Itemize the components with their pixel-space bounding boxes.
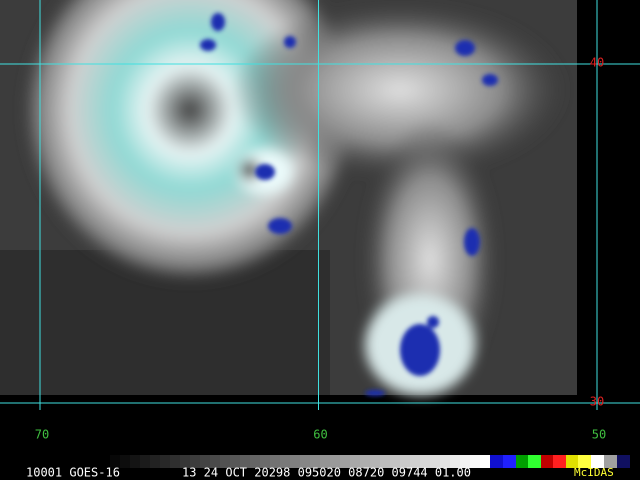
- color-step: [120, 455, 130, 468]
- color-step: [210, 455, 220, 468]
- color-step: [480, 455, 490, 468]
- color-step: [591, 455, 604, 468]
- color-step: [130, 455, 140, 468]
- color-step: [617, 455, 630, 468]
- timestamp-label: 13 24 OCT 20298 095020 08720 09744 01.00: [182, 466, 471, 480]
- longitude-label: 60: [313, 428, 327, 442]
- status-bar: 10001 GOES-16 13 24 OCT 20298 095020 087…: [26, 455, 630, 480]
- color-step: [390, 455, 400, 468]
- color-step: [503, 455, 516, 468]
- color-step: [553, 455, 566, 468]
- color-step: [300, 455, 310, 468]
- longitude-label: 70: [35, 428, 49, 442]
- color-step: [566, 455, 579, 468]
- color-step: [270, 455, 280, 468]
- brand-label: McIDAS: [574, 466, 614, 479]
- color-step: [578, 455, 591, 468]
- color-step: [450, 455, 460, 468]
- color-step: [150, 455, 160, 468]
- color-step: [280, 455, 290, 468]
- latitude-label: 40: [590, 56, 604, 70]
- color-step: [604, 455, 617, 468]
- color-step: [370, 455, 380, 468]
- color-step: [410, 455, 420, 468]
- color-step: [290, 455, 300, 468]
- color-step: [240, 455, 250, 468]
- color-step: [430, 455, 440, 468]
- color-step: [541, 455, 554, 468]
- color-step: [516, 455, 529, 468]
- station-label: 10001 GOES-16: [26, 466, 120, 480]
- color-step: [440, 455, 450, 468]
- color-step: [140, 455, 150, 468]
- latitude-label: 30: [590, 395, 604, 409]
- color-step: [230, 455, 240, 468]
- imagery: [0, 0, 577, 400]
- color-step: [350, 455, 360, 468]
- color-step: [340, 455, 350, 468]
- color-bar: [100, 455, 630, 468]
- color-step: [190, 455, 200, 468]
- color-step: [200, 455, 210, 468]
- color-step: [330, 455, 340, 468]
- color-step: [220, 455, 230, 468]
- color-step: [420, 455, 430, 468]
- color-step: [170, 455, 180, 468]
- color-step: [400, 455, 410, 468]
- color-step: [180, 455, 190, 468]
- longitude-label: 50: [592, 428, 606, 442]
- graticule: 70 60 50 40 30: [0, 0, 640, 442]
- color-step: [100, 455, 110, 468]
- color-step: [260, 455, 270, 468]
- color-step: [528, 455, 541, 468]
- color-step: [360, 455, 370, 468]
- color-step: [310, 455, 320, 468]
- color-step: [110, 455, 120, 468]
- color-step: [490, 455, 503, 468]
- color-step: [160, 455, 170, 468]
- color-step: [320, 455, 330, 468]
- color-step: [380, 455, 390, 468]
- color-step: [470, 455, 480, 468]
- color-step: [250, 455, 260, 468]
- color-step: [460, 455, 470, 468]
